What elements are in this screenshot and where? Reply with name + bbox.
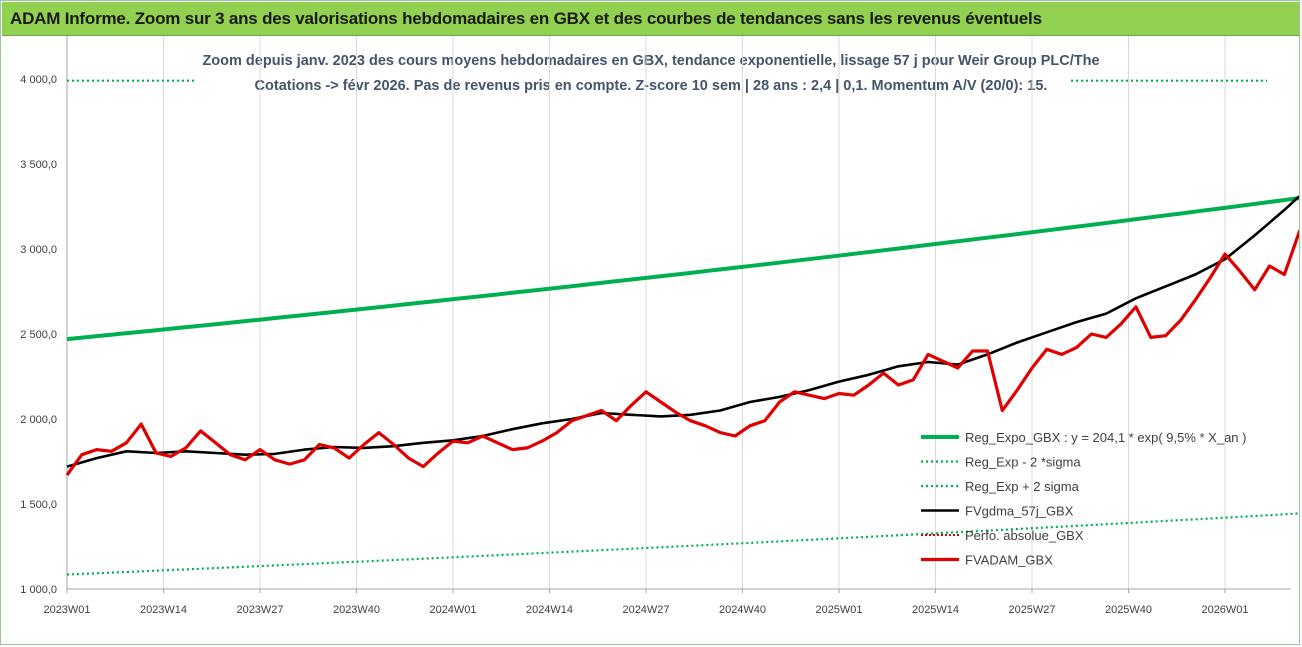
x-tick-label: 2023W40 [333, 604, 380, 616]
x-tick-label: 2024W27 [622, 604, 669, 616]
series-fvadam-line [65, 229, 1299, 477]
legend-label: FVADAM_GBX [965, 553, 1053, 568]
legend-label: FVgdma_57j_GBX [965, 504, 1074, 519]
y-tick-label: 3 500,0 [20, 159, 57, 171]
x-tick-label: 2024W01 [429, 604, 476, 616]
y-tick-label: 3 000,0 [20, 244, 57, 256]
chart-title-line1: Zoom depuis janv. 2023 des cours moyens … [202, 53, 1100, 69]
legend-label: Reg_Exp - 2 *sigma [965, 455, 1081, 470]
x-tick-label: 2025W01 [815, 604, 862, 616]
y-tick-label: 2 000,0 [20, 414, 57, 426]
x-tick-label: 2025W14 [912, 604, 959, 616]
y-tick-label: 1 500,0 [20, 499, 57, 511]
y-tick-label: 1 000,0 [20, 584, 57, 596]
header-bar: ADAM Informe. Zoom sur 3 ans des valoris… [2, 2, 1299, 36]
series-reg-expo-line [66, 196, 1299, 342]
x-tick-label: 2024W40 [719, 604, 766, 616]
x-tick-label: 2025W27 [1008, 604, 1055, 616]
x-tick-label: 2025W40 [1105, 604, 1152, 616]
x-tick-label: 2023W27 [236, 604, 283, 616]
x-tick-label: 2026W01 [1201, 604, 1248, 616]
y-tick-label: 2 500,0 [20, 329, 57, 341]
legend-label: Perfo. absolue_GBX [965, 528, 1084, 543]
y-tick-label: 4 000,0 [20, 74, 57, 86]
x-tick-label: 2024W14 [526, 604, 573, 616]
series-reg-minus-2sigma-line [66, 512, 1299, 576]
x-tick-label: 2023W14 [140, 604, 187, 616]
legend-label: Reg_Exp + 2 sigma [965, 479, 1080, 494]
x-tick-label: 2023W01 [43, 604, 90, 616]
series-fvgdma-line [66, 195, 1299, 468]
header-title: ADAM Informe. Zoom sur 3 ans des valoris… [10, 9, 1042, 28]
legend-label: Reg_Expo_GBX : y = 204,1 * exp( 9,5% * X… [965, 430, 1246, 445]
